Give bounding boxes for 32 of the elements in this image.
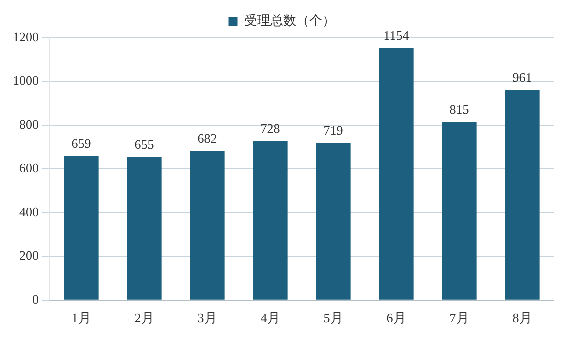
data-label: 728 xyxy=(260,121,280,136)
data-label: 815 xyxy=(450,102,470,118)
data-label: 655 xyxy=(134,137,154,152)
y-tick-label: 1200 xyxy=(13,29,39,44)
x-tick-label: 1月 xyxy=(72,310,92,326)
x-tick-label: 6月 xyxy=(386,310,406,326)
y-tick-label: 200 xyxy=(20,248,39,264)
y-tick-label: 800 xyxy=(20,116,39,132)
x-tick-label: 2月 xyxy=(134,310,154,326)
bar xyxy=(253,141,288,300)
x-tick-label: 3月 xyxy=(198,310,218,326)
bar xyxy=(442,122,477,300)
legend-label: 受理总数（个） xyxy=(244,14,336,29)
bar xyxy=(190,151,225,300)
x-tick-label: 7月 xyxy=(450,310,470,326)
y-tick-label: 0 xyxy=(32,292,39,307)
data-label: 682 xyxy=(198,131,218,146)
x-tick-label: 8月 xyxy=(512,310,532,326)
data-label: 961 xyxy=(512,70,532,86)
bar xyxy=(379,48,414,300)
y-tick-label: 400 xyxy=(20,204,39,220)
x-tick-label: 4月 xyxy=(260,310,280,326)
bar xyxy=(316,143,351,300)
bar xyxy=(64,156,99,300)
data-label: 659 xyxy=(72,136,92,152)
bar xyxy=(127,157,162,300)
data-label: 1154 xyxy=(384,28,410,43)
data-label: 719 xyxy=(324,123,344,138)
y-tick-label: 600 xyxy=(20,160,39,176)
y-tick-label: 1000 xyxy=(13,73,39,88)
bar xyxy=(505,90,540,300)
x-tick-label: 5月 xyxy=(324,310,344,326)
